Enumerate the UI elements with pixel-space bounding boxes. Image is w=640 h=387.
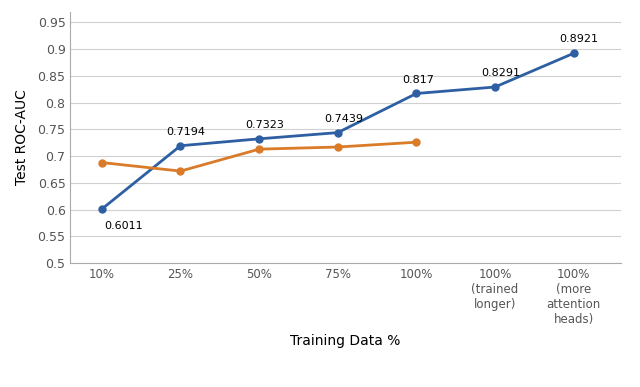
RF + radiomics [255,147,263,151]
X-axis label: Training Data %: Training Data % [291,334,401,348]
Text: 0.817: 0.817 [403,75,435,85]
NiT [413,91,420,96]
Text: 0.6011: 0.6011 [104,221,143,231]
Line: RF + radiomics: RF + radiomics [99,139,420,175]
NiT [570,51,577,56]
NiT [255,137,263,141]
Text: 0.8921: 0.8921 [560,34,599,45]
NiT [177,144,184,148]
NiT [334,130,342,135]
RF + radiomics [177,169,184,173]
RF + radiomics [413,140,420,144]
Text: 0.7323: 0.7323 [245,120,284,130]
RF + radiomics [98,160,106,165]
Text: 0.7194: 0.7194 [166,127,205,137]
Text: 0.7439: 0.7439 [324,114,363,124]
Y-axis label: Test ROC-AUC: Test ROC-AUC [15,89,29,185]
NiT [98,207,106,211]
NiT [491,85,499,89]
Text: 0.8291: 0.8291 [481,68,520,78]
RF + radiomics [334,145,342,149]
Line: NiT: NiT [99,50,577,212]
